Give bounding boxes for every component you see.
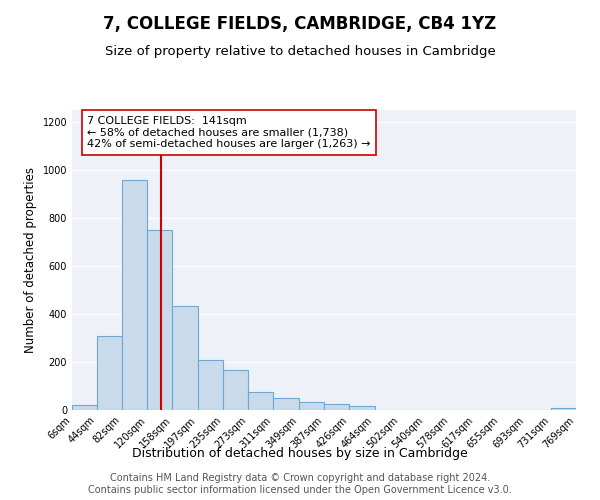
Bar xyxy=(323,404,349,410)
Bar xyxy=(349,406,374,410)
Bar xyxy=(248,392,274,410)
Bar xyxy=(122,180,148,410)
Text: Size of property relative to detached houses in Cambridge: Size of property relative to detached ho… xyxy=(104,45,496,58)
Bar xyxy=(223,370,248,410)
Bar xyxy=(72,405,97,410)
Bar xyxy=(97,336,122,410)
Y-axis label: Number of detached properties: Number of detached properties xyxy=(24,167,37,353)
Bar xyxy=(172,306,198,410)
Bar xyxy=(299,402,323,410)
Bar xyxy=(198,360,223,410)
Text: Contains HM Land Registry data © Crown copyright and database right 2024.
Contai: Contains HM Land Registry data © Crown c… xyxy=(88,474,512,495)
Text: 7, COLLEGE FIELDS, CAMBRIDGE, CB4 1YZ: 7, COLLEGE FIELDS, CAMBRIDGE, CB4 1YZ xyxy=(103,15,497,33)
Text: Distribution of detached houses by size in Cambridge: Distribution of detached houses by size … xyxy=(132,448,468,460)
Bar xyxy=(551,408,576,410)
Bar xyxy=(148,230,172,410)
Bar xyxy=(274,398,299,410)
Text: 7 COLLEGE FIELDS:  141sqm
← 58% of detached houses are smaller (1,738)
42% of se: 7 COLLEGE FIELDS: 141sqm ← 58% of detach… xyxy=(87,116,371,149)
